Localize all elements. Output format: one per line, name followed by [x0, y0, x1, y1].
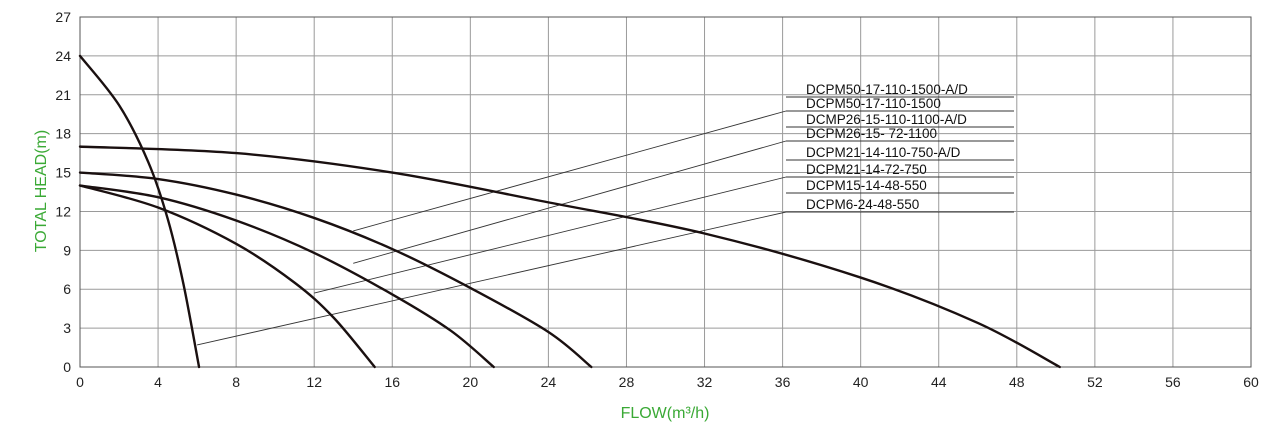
leader-line — [314, 176, 787, 294]
x-tick-label: 60 — [1243, 374, 1259, 390]
x-tick-label: 4 — [154, 374, 162, 390]
y-tick-label: 24 — [55, 48, 71, 64]
grid-lines — [79, 16, 1252, 368]
x-tick-label: 20 — [463, 374, 479, 390]
x-tick-label: 24 — [541, 374, 557, 390]
curve-label: DCPM50-17-110-1500 — [806, 96, 941, 111]
x-tick-label: 52 — [1087, 374, 1103, 390]
x-tick-label: 16 — [384, 374, 400, 390]
plot-frame — [79, 16, 1252, 368]
curve-label: DCPM21-14-72-750 — [806, 162, 927, 177]
curves — [78, 54, 1061, 369]
y-tick-label: 15 — [55, 165, 71, 181]
y-tick-label: 6 — [63, 281, 71, 297]
x-tick-label: 12 — [306, 374, 322, 390]
x-tick-label: 36 — [775, 374, 791, 390]
curve-series-3 — [78, 184, 495, 369]
curve-series-2 — [78, 171, 593, 369]
curve-series-5 — [78, 54, 201, 369]
curve-series-1 — [78, 145, 1061, 369]
leader-line — [353, 110, 787, 232]
x-tick-label: 8 — [232, 374, 240, 390]
y-axis-title: TOTAL HEAD(m) — [33, 130, 50, 252]
leader-line — [353, 140, 787, 264]
curve-label: DCPM21-14-110-750-A/D — [806, 145, 961, 160]
leader-line — [197, 211, 787, 346]
curve-label: DCPM50-17-110-1500-A/D — [806, 82, 968, 97]
y-tick-label: 21 — [55, 87, 71, 103]
x-tick-label: 0 — [76, 374, 84, 390]
y-tick-label: 0 — [63, 359, 71, 375]
x-tick-label: 56 — [1165, 374, 1181, 390]
curve-labels: DCPM50-17-110-1500-A/DDCPM50-17-110-1500… — [806, 82, 968, 212]
curve-label: DCPM15-14-48-550 — [806, 178, 927, 193]
y-tick-label: 18 — [55, 126, 71, 142]
x-tick-label: 44 — [931, 374, 947, 390]
y-tick-label: 27 — [55, 9, 71, 25]
curve-label: DCPM26-15- 72-1100 — [806, 126, 937, 141]
y-tick-label: 12 — [55, 203, 71, 219]
leader-lines — [197, 96, 1014, 346]
x-tick-label: 40 — [853, 374, 869, 390]
y-tick-label: 9 — [63, 242, 71, 258]
curve-label: DCPM6-24-48-550 — [806, 197, 919, 212]
tick-labels: 0 4 8 12 16 20 24 28 32 36 40 44 48 52 56 6003691215182… — [55, 9, 1259, 390]
x-tick-label: 32 — [697, 374, 713, 390]
x-tick-label: 48 — [1009, 374, 1025, 390]
y-tick-label: 3 — [63, 320, 71, 336]
curve-series-4 — [78, 184, 376, 369]
curve-label: DCMP26-15-110-1100-A/D — [806, 112, 967, 127]
x-tick-label: 28 — [619, 374, 635, 390]
x-axis-title: FLOW(m³/h) — [621, 405, 710, 422]
